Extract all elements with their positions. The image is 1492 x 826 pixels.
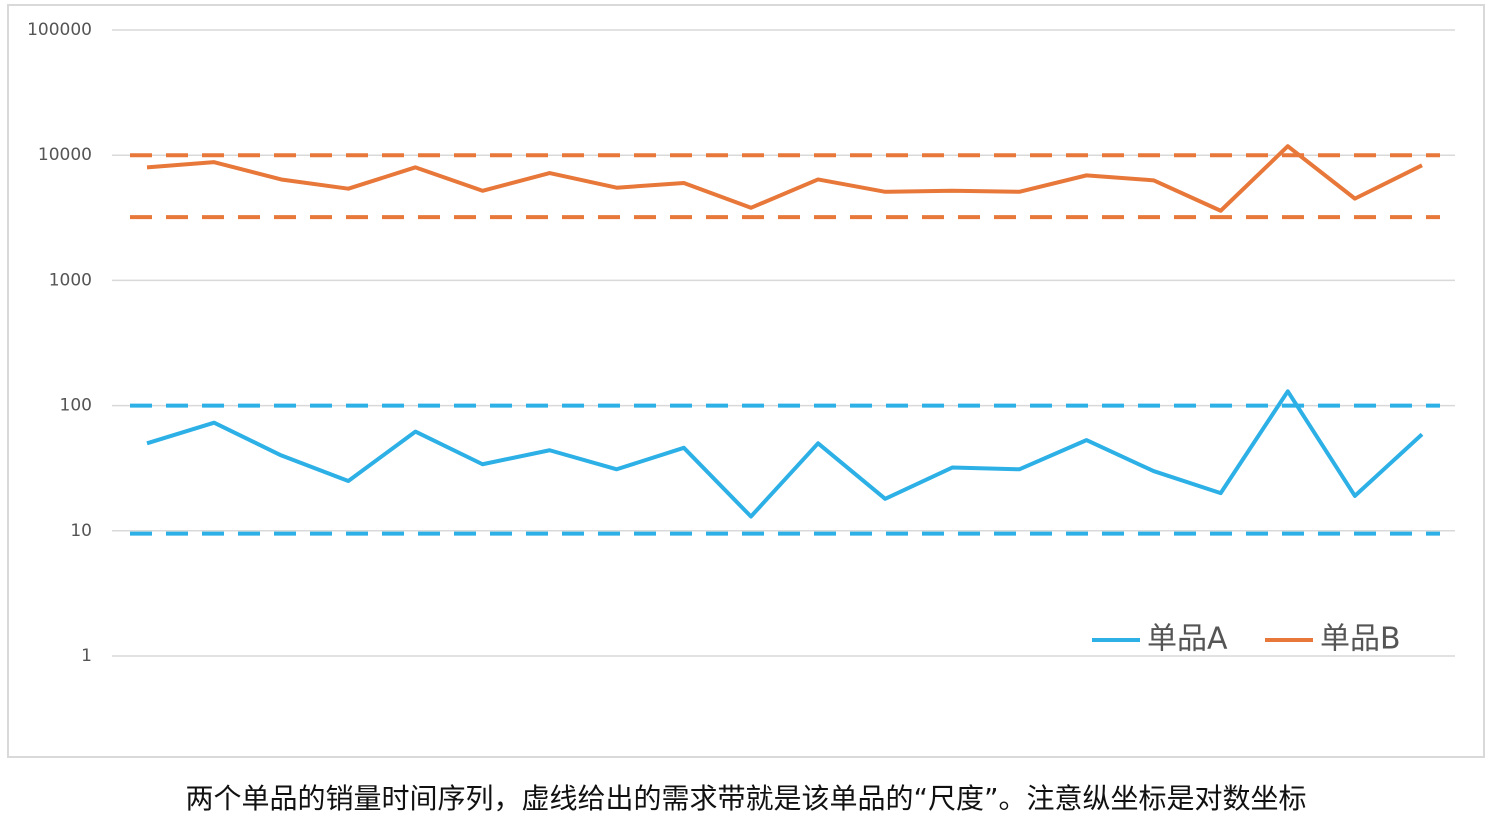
y-tick-label: 10000 (38, 145, 92, 165)
y-tick-label: 10 (70, 521, 92, 541)
caption: 两个单品的销量时间序列，虚线给出的需求带就是该单品的“尺度”。注意纵坐标是对数坐… (185, 782, 1306, 815)
series-line (146, 144, 1423, 213)
y-tick-label: 1 (81, 646, 92, 666)
legend-label: 单品B (1320, 622, 1401, 657)
y-tick-label: 100000 (27, 20, 92, 40)
series-line (146, 389, 1424, 519)
y-tick-label: 100 (60, 396, 92, 416)
legend-label: 单品A (1147, 622, 1228, 657)
y-tick-label: 1000 (49, 270, 92, 290)
chart-frame (7, 4, 1485, 758)
